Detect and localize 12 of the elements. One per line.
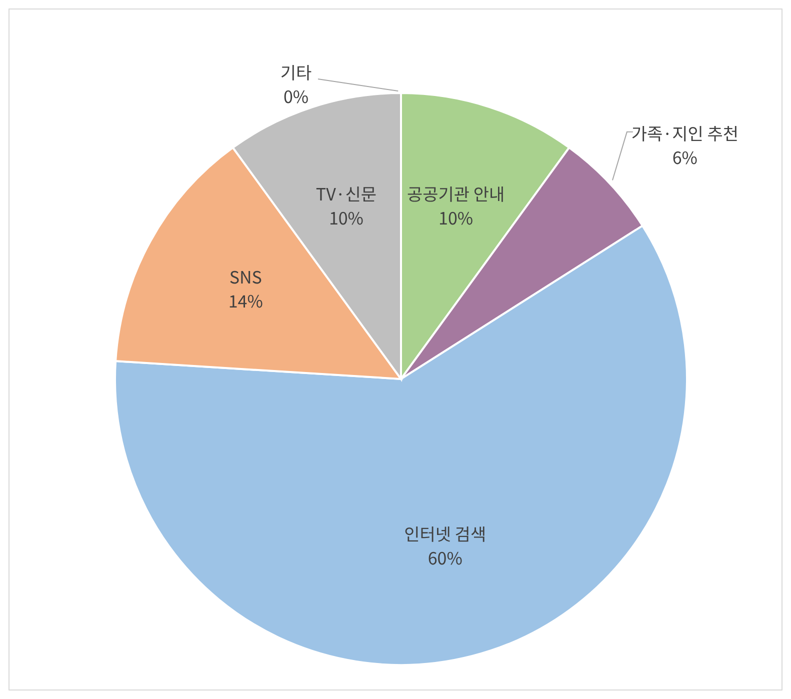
slice-label: SNS: [229, 264, 262, 289]
data-label: 14%: [228, 288, 263, 313]
slice-label: TV·신문: [316, 180, 376, 206]
category-label: 기타: [280, 59, 312, 84]
data-label: 10%: [328, 204, 364, 230]
slice-label: 인터넷 검색: [404, 520, 486, 546]
text: 0%: [283, 83, 309, 108]
slice-label: 가족·지인 추천: [631, 120, 739, 145]
data-label: 6%: [672, 144, 698, 169]
data-label: 10%: [438, 204, 474, 230]
data-label: 60%: [428, 544, 462, 570]
slice-label: 공공기관 안내: [406, 180, 505, 206]
